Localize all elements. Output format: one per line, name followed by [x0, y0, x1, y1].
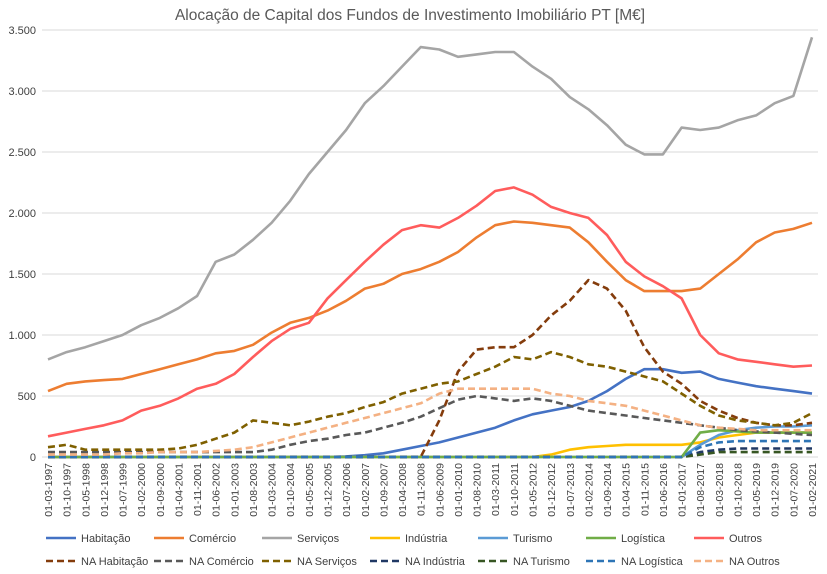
x-tick-label: 01-03-2011 — [490, 463, 502, 516]
x-tick-label: 01-10-2004 — [285, 463, 297, 517]
x-tick-label: 01-07-2020 — [788, 463, 800, 517]
series-line-2 — [47, 36, 814, 361]
x-tick-label: 01-06-2009 — [434, 463, 446, 517]
legend-label: Outros — [729, 533, 763, 545]
x-tick-label: 01-03-2004 — [267, 463, 279, 517]
legend-label: Logística — [621, 533, 666, 545]
legend-label: Turismo — [513, 533, 552, 545]
x-tick-label: 01-07-2006 — [341, 463, 353, 517]
chart-title: Alocação de Capital dos Fundos de Invest… — [175, 7, 645, 24]
x-tick-label: 01-12-2019 — [770, 463, 782, 517]
x-tick-label: 01-02-2021 — [807, 463, 819, 517]
legend-label: NA Logística — [621, 556, 684, 568]
y-tick-label: 3.500 — [8, 25, 36, 37]
x-tick-label: 01-03-2018 — [714, 463, 726, 517]
x-tick-label: 01-10-1997 — [62, 463, 74, 517]
legend-label: NA Comércio — [189, 556, 254, 568]
series-line-9 — [47, 350, 813, 452]
x-axis-tick-labels: 01-03-1997 01-10-1997 01-05-1998 01-12-1998… — [43, 463, 819, 517]
series-lines — [47, 36, 814, 459]
x-tick-label: 01-04-2008 — [397, 463, 409, 517]
x-tick-label: 01-08-2017 — [695, 463, 707, 517]
x-tick-label: 01-11-2001 — [192, 463, 204, 516]
x-tick-label: 01-01-2010 — [453, 463, 465, 517]
x-tick-label: 01-05-1998 — [80, 463, 92, 517]
x-tick-label: 01-07-1999 — [118, 463, 130, 517]
legend: Habitação Comércio Serviços Indústria Turism… — [46, 533, 780, 568]
y-tick-label: 0 — [30, 452, 36, 464]
legend-label: NA Serviços — [297, 556, 357, 568]
x-tick-label: 01-03-1997 — [43, 463, 55, 517]
legend-label: Serviços — [297, 533, 340, 545]
legend-label: Habitação — [81, 533, 131, 545]
x-tick-label: 01-08-2010 — [472, 463, 484, 517]
y-tick-label: 1.000 — [8, 330, 36, 342]
x-tick-label: 01-09-2007 — [378, 463, 390, 517]
legend-label: NA Habitação — [81, 556, 148, 568]
legend-label: Indústria — [405, 533, 448, 545]
x-tick-label: 01-02-2014 — [583, 463, 595, 517]
legend-label: Comércio — [189, 533, 236, 545]
x-tick-label: 01-04-2015 — [621, 463, 633, 517]
y-axis-tick-labels: 0 500 1.000 1.500 2.000 2.500 3.000 3.500 — [8, 25, 36, 464]
x-tick-label: 01-05-2005 — [304, 463, 316, 517]
x-tick-label: 01-10-2018 — [732, 463, 744, 517]
x-tick-label: 01-09-2000 — [155, 463, 167, 517]
series-line-6 — [47, 186, 813, 438]
x-tick-label: 01-11-2015 — [639, 463, 651, 516]
series-line-1 — [47, 220, 813, 393]
x-tick-label: 01-10-2011 — [509, 463, 521, 516]
x-tick-label: 01-04-2001 — [173, 463, 185, 517]
series-line-13 — [48, 387, 812, 456]
x-tick-label: 01-07-2013 — [565, 463, 577, 517]
y-tick-label: 3.000 — [8, 86, 36, 98]
x-tick-label: 01-12-1998 — [99, 463, 111, 517]
gridlines — [42, 29, 818, 458]
x-tick-label: 01-05-2019 — [751, 463, 763, 517]
x-tick-label: 01-06-2002 — [211, 463, 223, 517]
x-tick-label: 01-12-2012 — [546, 463, 558, 517]
y-tick-label: 2.500 — [8, 147, 36, 159]
x-tick-label: 01-01-2017 — [677, 463, 689, 517]
x-tick-label: 01-11-2008 — [416, 463, 428, 516]
x-tick-label: 01-09-2014 — [602, 463, 614, 517]
x-tick-label: 01-05-2012 — [527, 463, 539, 517]
x-tick-label: 01-02-2000 — [136, 463, 148, 517]
x-tick-label: 01-02-2007 — [360, 463, 372, 517]
y-tick-label: 2.000 — [8, 208, 36, 220]
x-tick-label: 01-08-2003 — [248, 463, 260, 517]
legend-label: NA Indústria — [405, 556, 466, 568]
series-line-12 — [48, 439, 812, 459]
y-tick-label: 1.500 — [8, 269, 36, 281]
legend-label: NA Outros — [729, 556, 780, 568]
y-tick-label: 500 — [18, 391, 36, 403]
legend-label: NA Turismo — [513, 556, 570, 568]
x-tick-label: 01-01-2003 — [229, 463, 241, 517]
x-tick-label: 01-12-2005 — [323, 463, 335, 517]
x-tick-label: 01-06-2016 — [658, 463, 670, 517]
